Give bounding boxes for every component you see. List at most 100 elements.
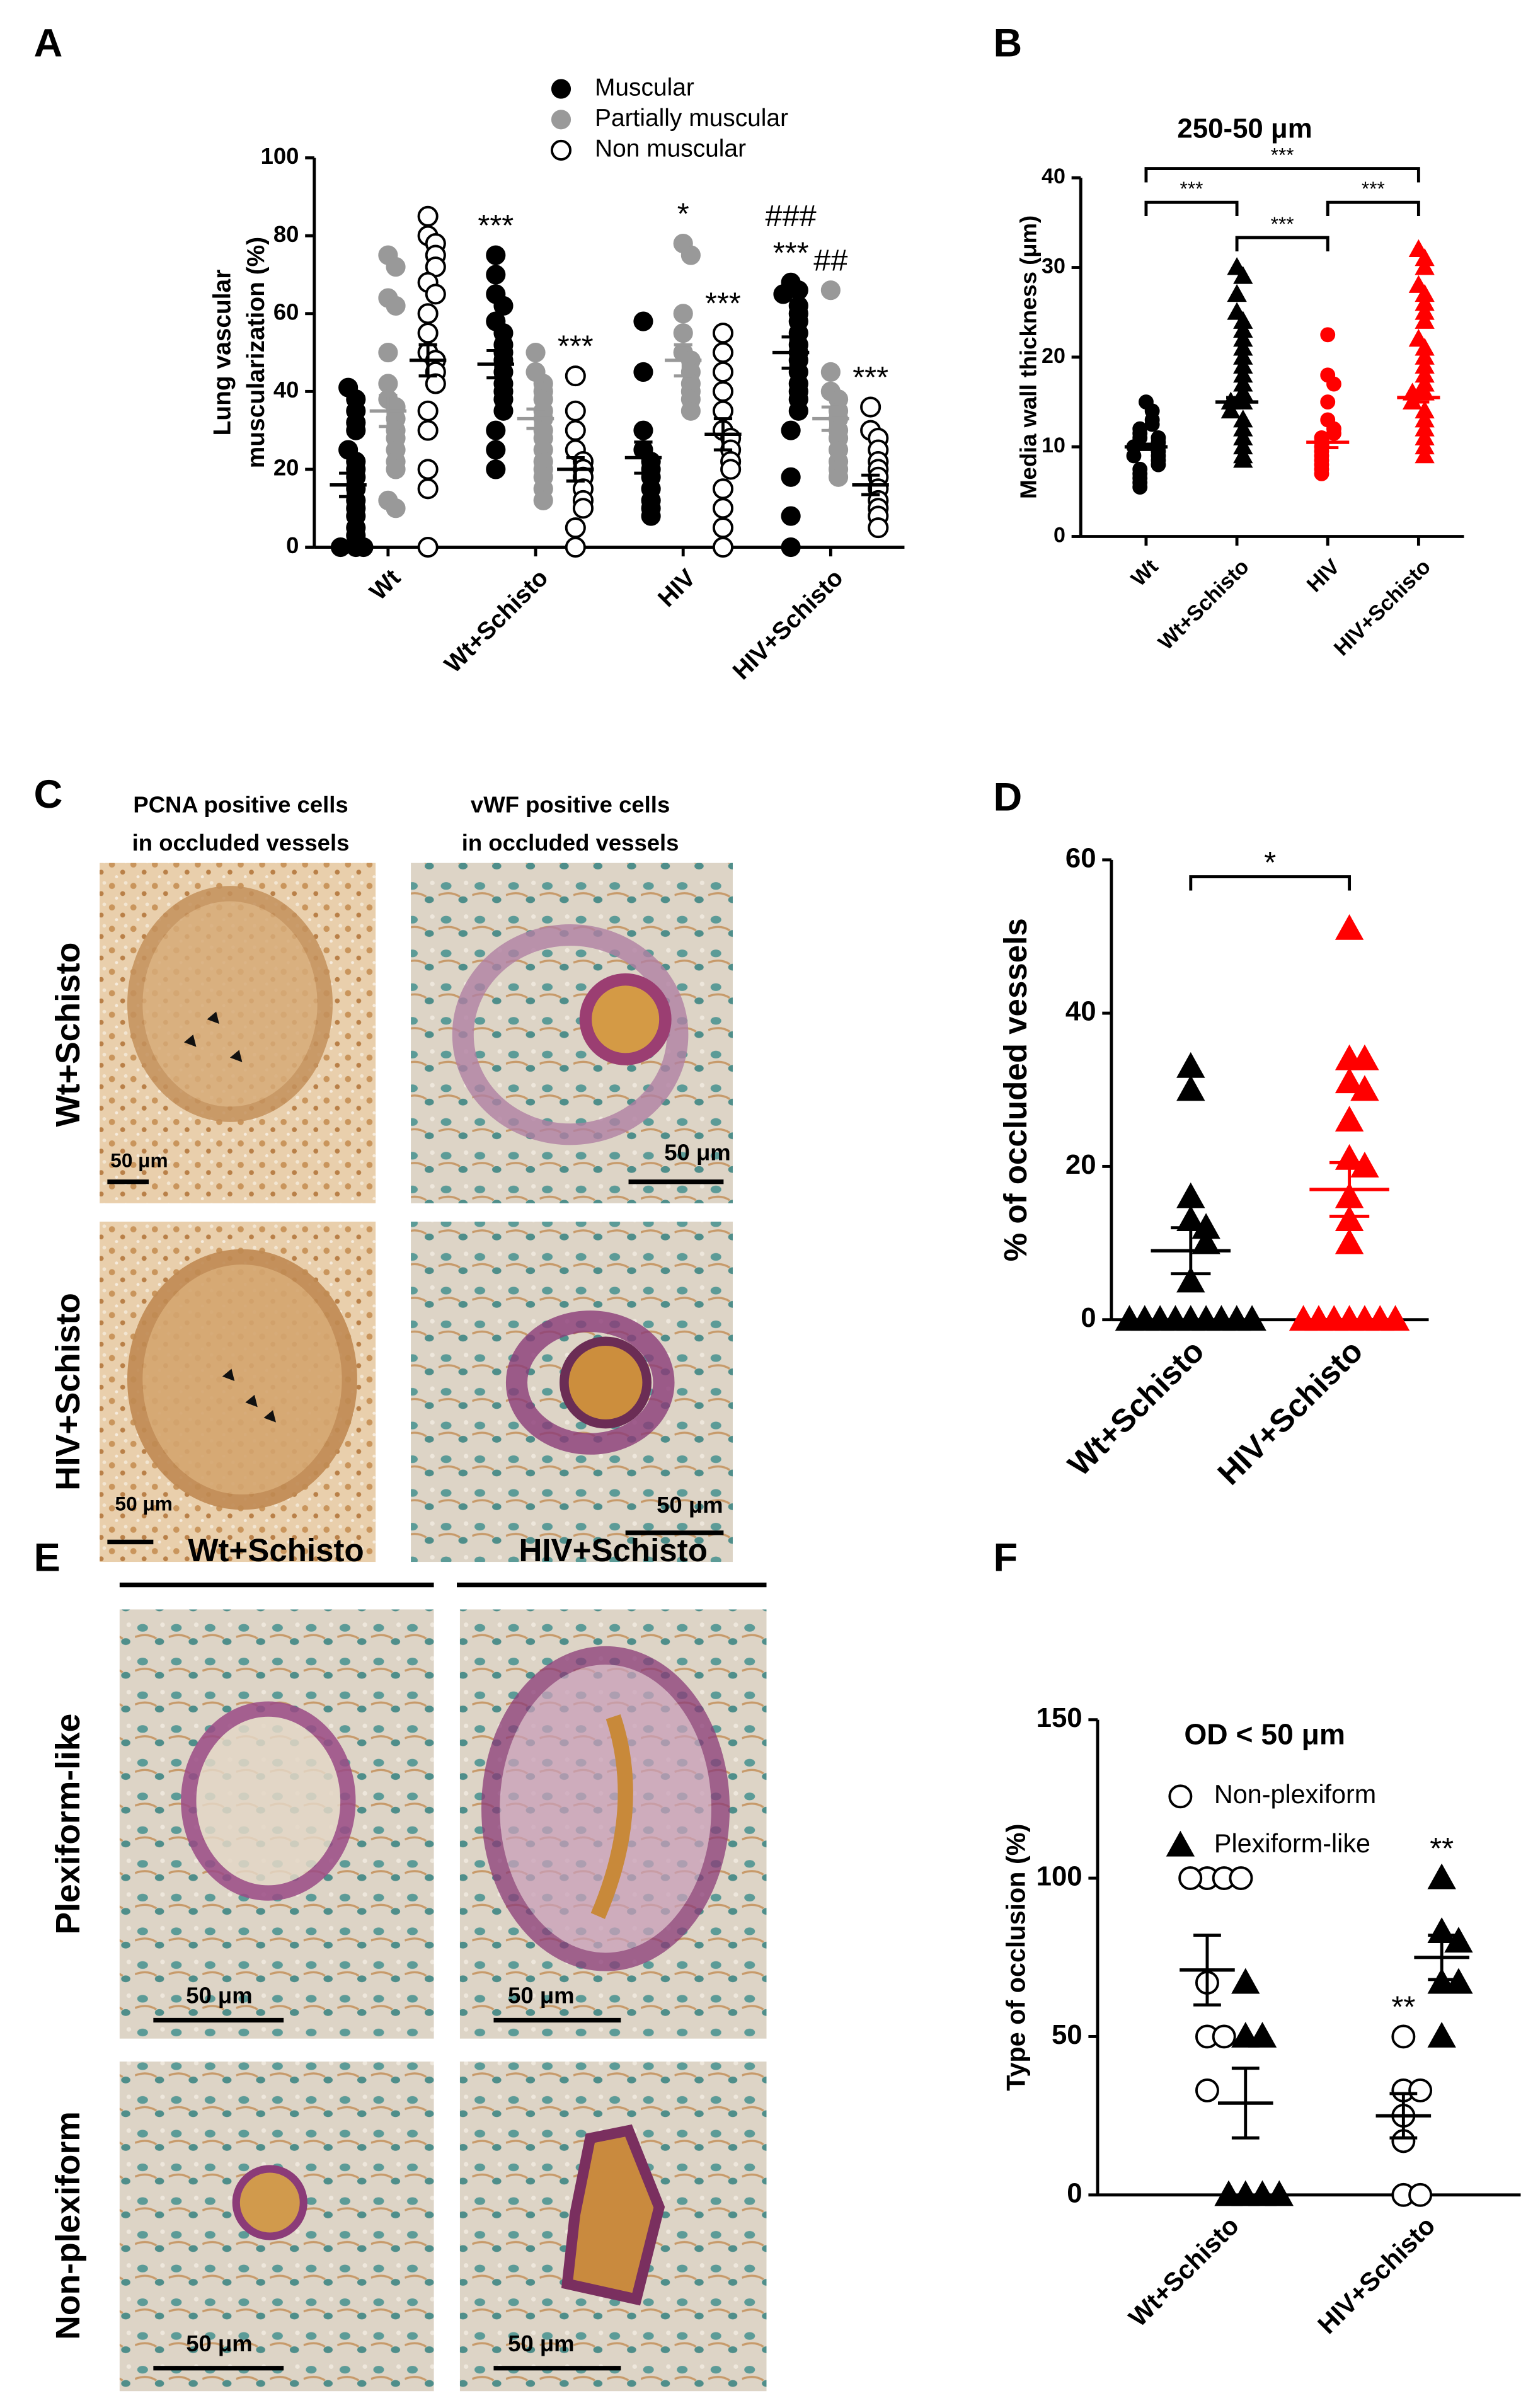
data-point [1176,1266,1205,1293]
panel-label: D [994,776,1023,820]
data-point [1151,457,1166,473]
data-point [1314,466,1329,481]
panel-label: A [34,21,63,66]
data-point [386,257,406,277]
data-point [565,365,586,387]
y-tick-label: 0 [286,532,299,558]
data-point [565,517,586,539]
data-point [781,467,801,487]
data-point [346,420,366,440]
legend-label: Non muscular [595,135,746,163]
data-point [1444,1927,1473,1953]
scale-bar-label: 50 μm [657,1492,723,1518]
data-point [1126,448,1142,464]
data-point [712,361,734,382]
data-point [820,280,841,301]
column-header: Wt+Schisto [188,1532,364,1568]
data-point [1195,2078,1219,2102]
significance-label: *** [558,330,594,364]
data-point [1427,1863,1456,1889]
data-point [486,265,506,285]
data-point [1427,1968,1456,1994]
panel-label: E [34,1535,60,1580]
data-point [378,342,398,363]
arrowheads [184,1011,243,1062]
comparison-label: *** [1271,212,1294,235]
data-point [1381,1305,1410,1331]
data-point [1415,257,1435,275]
y-tick-label: 60 [1065,842,1096,873]
legend-label: Muscular [595,74,694,101]
data-point [633,311,653,331]
chart-title: OD < 50 μm [1184,1718,1345,1751]
y-axis-label: Lung vascular [209,270,236,436]
y-tick-label: 0 [1081,1302,1096,1333]
x-tick-label: HIV [653,565,701,612]
data-point [1191,1228,1220,1254]
significance-label: * [677,197,689,231]
panel-label: B [994,21,1023,66]
data-point [633,420,653,440]
legend-marker [550,139,572,161]
data-point [486,459,506,479]
chart-title: 250-50 μm [1177,113,1312,144]
column-header: in occluded vessels [132,830,350,856]
data-point [1231,1968,1260,1994]
data-point [712,323,734,344]
y-tick-label: 20 [1042,344,1065,368]
data-point [1326,376,1341,392]
scale-bar-label: 50 μm [186,2331,252,2356]
data-point [1391,2024,1416,2049]
data-point [633,362,653,382]
data-point [1176,1182,1205,1208]
vessel-lumen [232,2165,307,2240]
data-point [1115,1305,1144,1331]
panel-c: PCNA positive cells in occluded vessels … [50,791,733,1562]
y-axis-label: muscularization (%) [243,237,270,469]
data-point [1335,914,1364,940]
y-tick-label: 40 [273,377,299,403]
data-point [525,342,546,363]
y-tick-label: 30 [1042,255,1065,278]
data-point [868,517,889,539]
vessel [127,886,333,1122]
data-point [1335,1228,1364,1254]
data-point [773,284,793,304]
vessel-lumen [560,1336,652,1429]
data-point [828,467,849,487]
y-tick-label: 80 [273,221,299,247]
significance-label: *** [773,236,809,270]
y-tick-label: 60 [273,299,299,324]
legend-marker [1168,1784,1193,1809]
vessel [481,1646,730,1971]
data-point [417,323,439,344]
significance-label: ## [813,244,847,278]
data-point [353,537,374,558]
data-point [1427,2022,1456,2048]
row-label: Non-plexiform [50,2111,87,2340]
data-point [1212,2024,1236,2049]
data-point [1220,400,1241,419]
legend-marker [551,79,571,99]
data-point [1178,1866,1203,1891]
data-point [1320,327,1336,343]
panel-label: F [994,1535,1018,1580]
x-tick-label: HIV+Schisto [728,565,849,685]
y-tick-label: 40 [1065,996,1096,1027]
comparison-bracket [1326,200,1420,217]
comparison-label: *** [1180,177,1203,200]
vessel-lumen [579,973,672,1065]
data-point [712,517,734,539]
data-point [673,304,693,324]
data-point [425,284,446,305]
data-point [1227,284,1247,302]
vessel [505,1310,675,1455]
data-point [1176,1075,1205,1101]
data-point [781,537,801,558]
y-tick-label: 100 [1036,1861,1082,1892]
x-tick-label: Wt [1127,554,1163,591]
data-point [1231,2022,1260,2048]
y-tick-label: 50 [1052,2019,1082,2050]
column-header: vWF positive cells [471,791,670,817]
y-tick-label: 0 [1054,523,1065,547]
